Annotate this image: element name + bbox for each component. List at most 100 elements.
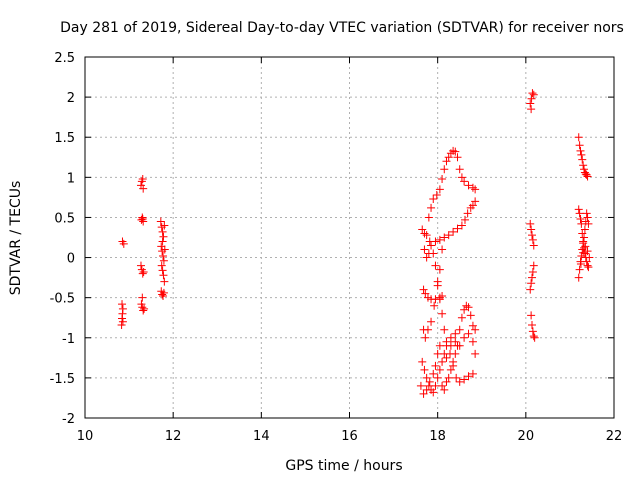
data-point [156, 217, 165, 226]
data-point [438, 174, 447, 183]
data-point [138, 174, 147, 183]
data-point [468, 201, 477, 210]
data-point [440, 165, 449, 174]
data-point [422, 385, 431, 394]
data-point [137, 300, 146, 309]
data-point [138, 269, 147, 278]
data-point [455, 377, 464, 386]
data-point [438, 309, 447, 318]
y-tick-label: 1.5 [54, 131, 75, 146]
data-point [424, 249, 433, 258]
data-point [451, 329, 460, 338]
data-point [157, 242, 166, 251]
data-point [118, 317, 127, 326]
data-point [418, 225, 427, 234]
data-point [444, 153, 453, 162]
data-point [424, 213, 433, 222]
data-point [423, 325, 432, 334]
data-point [159, 256, 168, 265]
data-point [158, 266, 167, 275]
y-tick-label: -0.5 [50, 292, 75, 307]
data-point [429, 388, 438, 397]
data-point [527, 279, 536, 288]
data-point [580, 165, 589, 174]
data-point [583, 247, 592, 256]
chart-title: Day 281 of 2019, Sidereal Day-to-day VTE… [60, 20, 624, 36]
data-point [158, 237, 167, 246]
data-point [420, 365, 429, 374]
data-point [527, 225, 536, 234]
data-point [471, 325, 480, 334]
data-point [429, 194, 438, 203]
data-point [529, 241, 538, 250]
x-tick-label: 16 [341, 429, 358, 444]
data-point [427, 203, 436, 212]
y-tick-label: 2.5 [54, 51, 75, 66]
data-point [159, 232, 168, 241]
data-point [527, 105, 536, 114]
data-point [418, 357, 427, 366]
data-point [451, 147, 460, 156]
data-point [446, 341, 455, 350]
grid-lines [85, 57, 614, 418]
data-point [574, 205, 583, 214]
data-point [435, 341, 444, 350]
x-tick-label: 10 [77, 429, 94, 444]
data-point [420, 245, 429, 254]
data-point [435, 235, 444, 244]
data-point [160, 221, 169, 230]
y-tick-label: -2 [62, 412, 75, 427]
data-point [582, 209, 591, 218]
data-point [453, 153, 462, 162]
data-point [425, 377, 434, 386]
data-point [427, 317, 436, 326]
data-point [158, 290, 167, 299]
data-point [449, 357, 458, 366]
data-point [160, 277, 169, 286]
data-point [138, 303, 147, 312]
data-point [455, 325, 464, 334]
data-point [577, 251, 586, 260]
data-point [457, 313, 466, 322]
data-point [440, 233, 449, 242]
data-point [159, 251, 168, 260]
data-point [422, 231, 431, 240]
data-point [579, 248, 588, 257]
data-point [419, 285, 428, 294]
data-point [528, 320, 537, 329]
data-point [438, 381, 447, 390]
data-point [460, 375, 469, 384]
data-point [463, 209, 472, 218]
data-point [580, 225, 589, 234]
y-tick-label: 2 [67, 91, 75, 106]
data-point [452, 373, 461, 382]
data-points [117, 89, 594, 398]
data-point [529, 332, 538, 341]
data-point [526, 99, 535, 108]
data-point [460, 215, 469, 224]
data-point [136, 261, 145, 270]
data-point [578, 155, 587, 164]
data-point [579, 161, 588, 170]
data-point [457, 221, 466, 230]
data-point [432, 190, 441, 199]
data-point [584, 219, 593, 228]
data-point [444, 231, 453, 240]
data-point [435, 265, 444, 274]
data-point [527, 311, 536, 320]
y-tick-label: 0.5 [54, 211, 75, 226]
data-point [451, 349, 460, 358]
data-point [457, 173, 466, 182]
data-point [444, 373, 453, 382]
data-point [527, 94, 536, 103]
x-tick-label: 12 [165, 429, 182, 444]
y-tick-label: -1.5 [50, 372, 75, 387]
data-point [455, 341, 464, 350]
data-point [530, 333, 539, 342]
data-point [583, 213, 592, 222]
data-point [446, 333, 455, 342]
data-point [529, 90, 538, 99]
data-point [460, 305, 469, 314]
data-point [464, 329, 473, 338]
data-point [583, 261, 592, 270]
